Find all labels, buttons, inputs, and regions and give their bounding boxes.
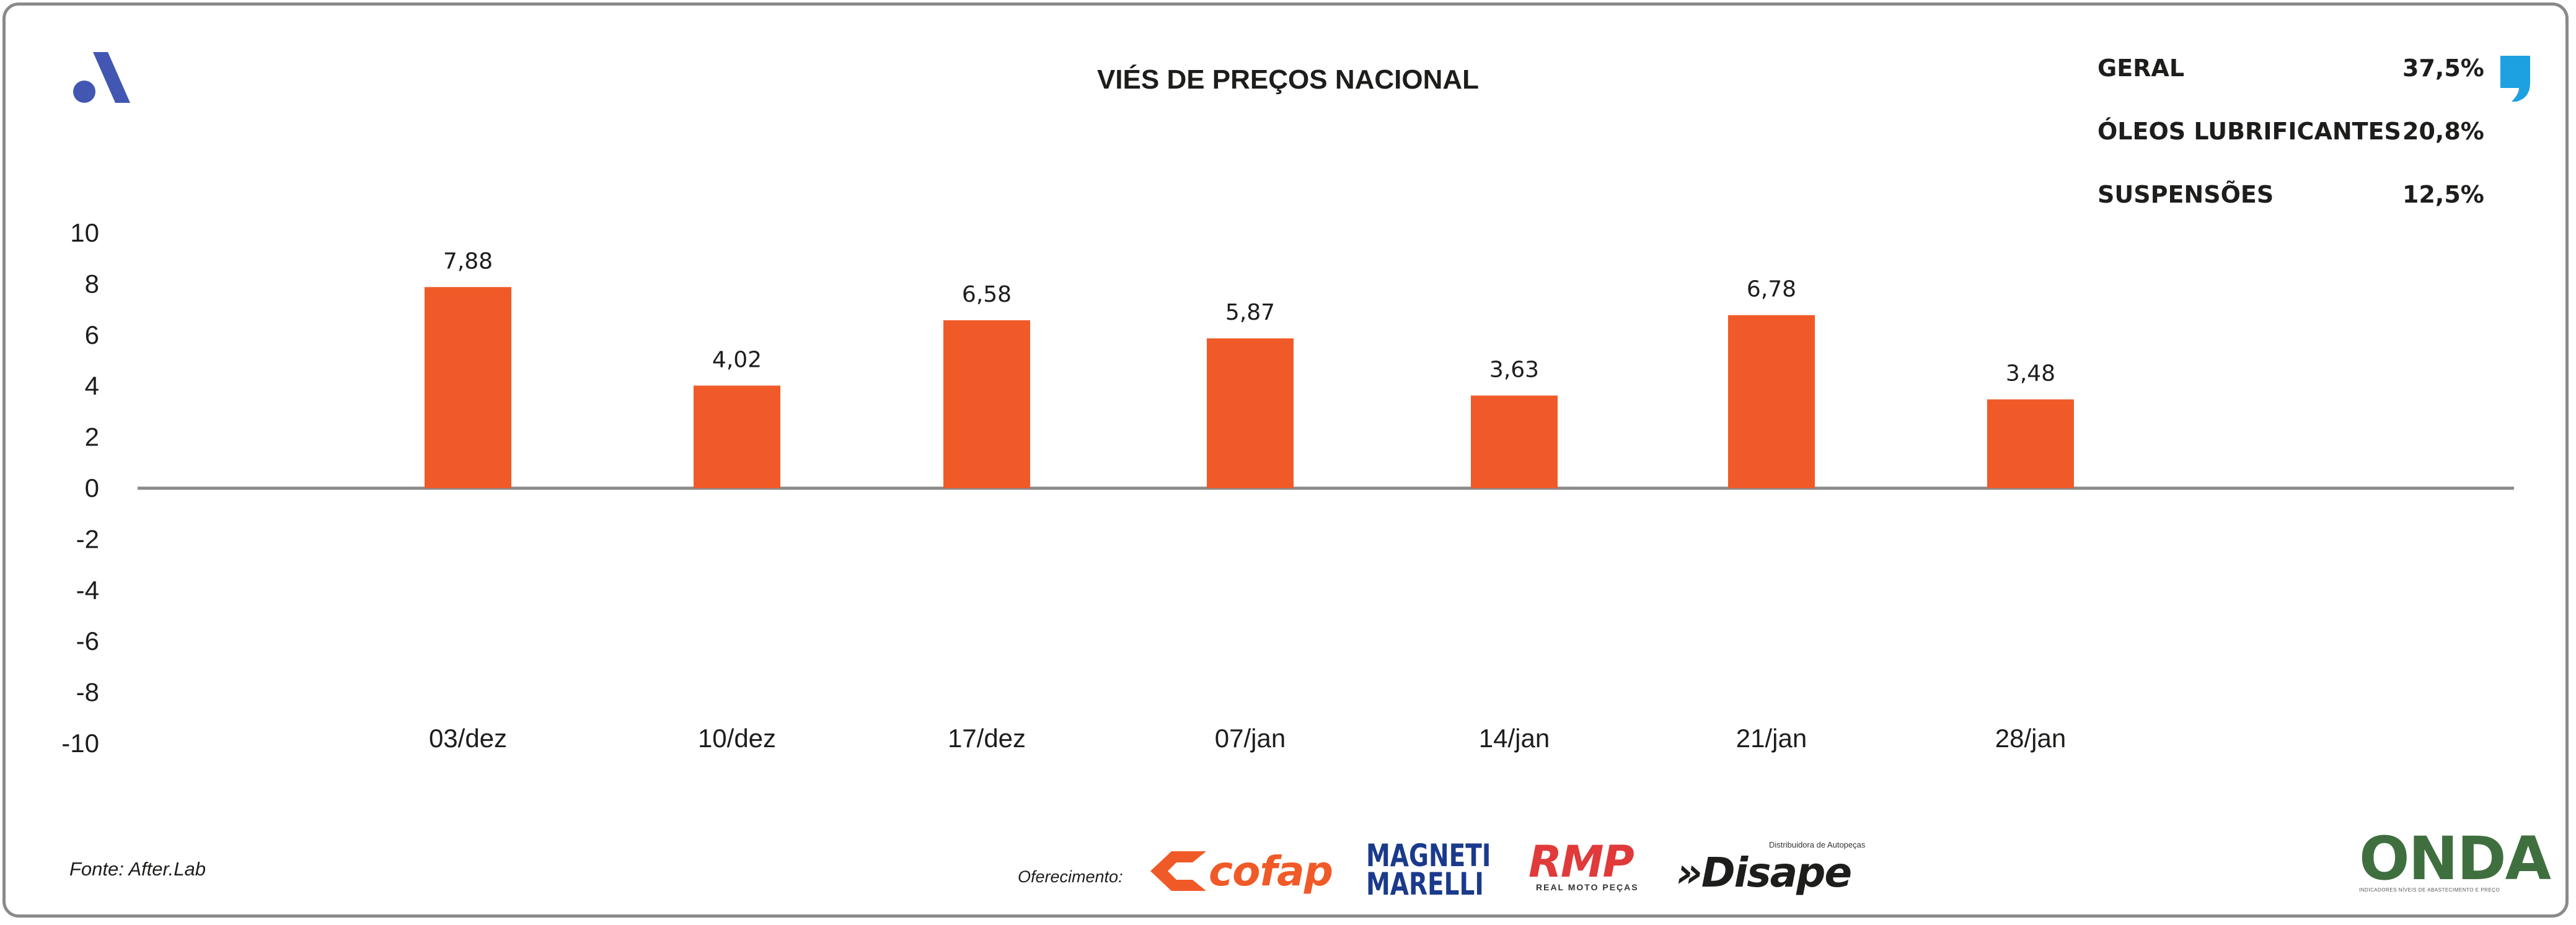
stat-value: 12,5%: [2402, 181, 2484, 208]
data-label: 5,87: [1225, 300, 1275, 325]
y-tick-label: 4: [85, 371, 99, 400]
data-label: 6,58: [962, 282, 1012, 307]
x-tick-label: 10/dez: [698, 724, 776, 753]
x-tick-label: 03/dez: [429, 724, 507, 753]
rmp-logo: RMP REAL MOTO PEÇAS: [1528, 836, 1652, 892]
y-tick-label: -4: [76, 576, 99, 605]
stat-label: GERAL: [2097, 55, 2185, 82]
marelli-wordmark: MARELLI: [1366, 866, 1484, 902]
disape-wordmark: »Disape: [1676, 849, 1852, 897]
y-tick-label: -10: [61, 729, 99, 758]
onda-logo: ONDA INDICADORES NÍVEIS DE ABASTECIMENTO…: [2359, 824, 2551, 893]
data-label: 3,63: [1489, 357, 1539, 382]
disape-subtitle: Distribuidora de Autopeças: [1769, 840, 1866, 849]
onda-subtitle: INDICADORES NÍVEIS DE ABASTECIMENTO E PR…: [2359, 887, 2500, 893]
x-tick-label: 17/dez: [948, 724, 1026, 753]
y-tick-label: -2: [76, 524, 99, 553]
source-note: Fonte: After.Lab: [69, 858, 206, 880]
sponsor-label: Oferecimento:: [1018, 867, 1123, 886]
stat-label: SUSPENSÕES: [2097, 181, 2274, 208]
data-label: 6,78: [1747, 277, 1796, 302]
y-tick-label: 2: [85, 423, 99, 452]
stat-value: 37,5%: [2402, 55, 2484, 82]
disape-logo: Distribuidora de Autopeças »Disape: [1676, 840, 1865, 897]
x-tick-label: 21/jan: [1736, 724, 1807, 753]
data-label: 7,88: [443, 248, 493, 274]
rmp-subtitle: REAL MOTO PEÇAS: [1536, 882, 1639, 892]
bar: [425, 287, 511, 488]
stat-label: ÓLEOS LUBRIFICANTES: [2097, 118, 2401, 145]
magneti-marelli-logo: MAGNETI MARELLI: [1366, 840, 1491, 902]
quote-icon: [2500, 56, 2530, 102]
bar: [694, 385, 780, 488]
chart-title: VIÉS DE PREÇOS NACIONAL: [1096, 64, 1480, 95]
y-tick-label: 10: [70, 218, 99, 247]
after-lab-logo-icon: [73, 52, 130, 103]
y-tick-label: 8: [85, 269, 99, 298]
cofap-logo: cofap: [1147, 846, 1333, 896]
y-tick-label: 0: [85, 473, 99, 502]
rmp-wordmark: RMP: [1528, 836, 1634, 887]
bar: [1987, 399, 2074, 488]
bar: [1728, 315, 1815, 488]
cofap-wordmark: cofap: [1209, 847, 1333, 895]
data-label: 3,48: [2006, 361, 2055, 387]
onda-wordmark: ONDA: [2359, 824, 2551, 893]
y-tick-label: -8: [76, 678, 99, 707]
y-tick-label: 6: [85, 320, 99, 349]
x-tick-label: 07/jan: [1215, 724, 1286, 753]
y-tick-label: -6: [76, 626, 99, 655]
bar: [943, 320, 1030, 488]
bar: [1471, 395, 1558, 488]
bar: [1207, 338, 1294, 488]
x-tick-label: 14/jan: [1479, 724, 1550, 753]
x-tick-label: 28/jan: [1995, 724, 2066, 753]
cofap-mark-icon: [1150, 851, 1206, 891]
stat-value: 20,8%: [2402, 118, 2484, 145]
data-label: 4,02: [712, 347, 762, 372]
